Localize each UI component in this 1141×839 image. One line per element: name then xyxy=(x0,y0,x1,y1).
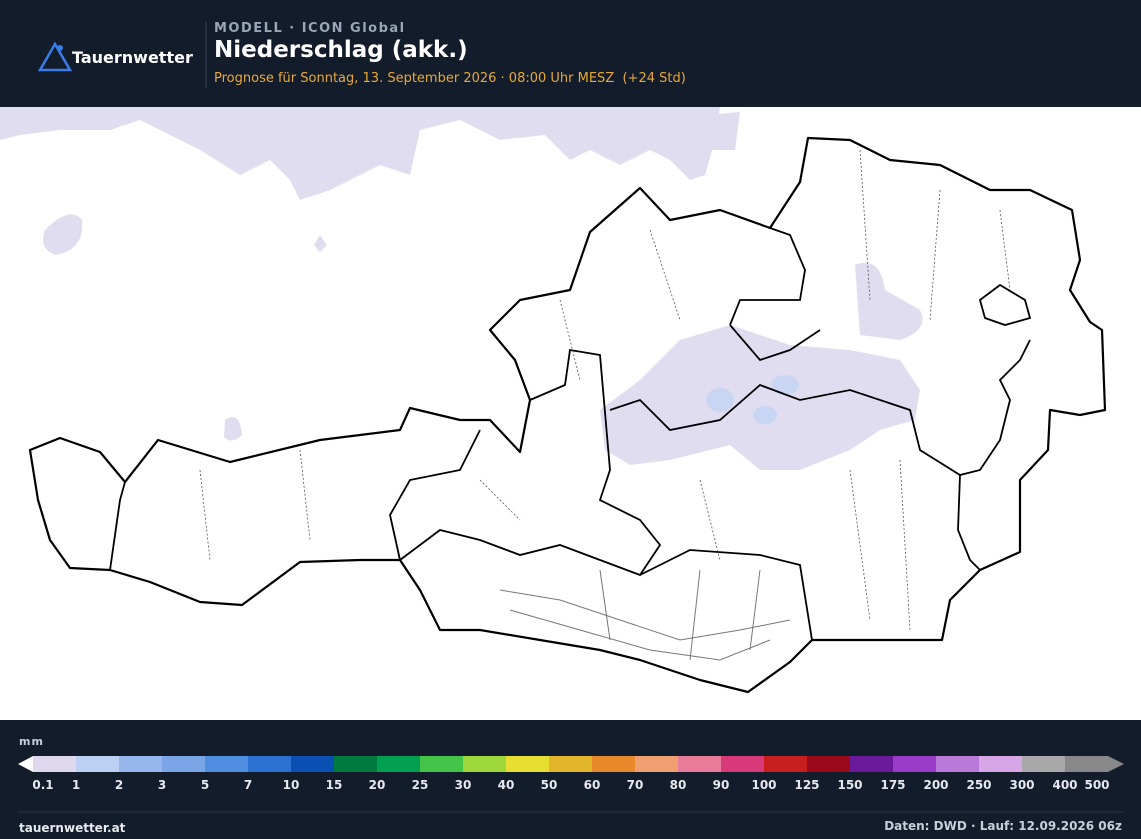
legend-unit: mm xyxy=(19,735,44,748)
precip-central xyxy=(600,325,920,470)
legend-label: 40 xyxy=(498,778,515,792)
legend-label: 400 xyxy=(1052,778,1077,792)
color-swatch xyxy=(162,756,205,772)
legend-label: 200 xyxy=(923,778,948,792)
color-swatch xyxy=(721,756,764,772)
color-swatch xyxy=(678,756,721,772)
color-swatch xyxy=(205,756,248,772)
footer-site[interactable]: tauernwetter.at xyxy=(19,821,126,835)
legend-label: 3 xyxy=(158,778,166,792)
precip-blob xyxy=(42,214,83,255)
legend-label: 50 xyxy=(541,778,558,792)
legend-label: 80 xyxy=(670,778,687,792)
legend-panel xyxy=(0,720,1141,839)
carinthia-rivers xyxy=(499,569,791,661)
legend-label: 250 xyxy=(966,778,991,792)
legend-label: 5 xyxy=(201,778,209,792)
header-bar xyxy=(0,0,1141,107)
color-swatch xyxy=(1065,756,1108,772)
footer-source: Daten: DWD · Lauf: 12.09.2026 06z xyxy=(884,819,1122,833)
color-swatch xyxy=(850,756,893,772)
legend-label: 100 xyxy=(751,778,776,792)
color-swatch xyxy=(248,756,291,772)
colorbar-arrow-left xyxy=(18,756,33,772)
austria-outline xyxy=(28,136,1107,694)
legend-label: 20 xyxy=(369,778,386,792)
color-swatch xyxy=(936,756,979,772)
color-swatch xyxy=(119,756,162,772)
legend-label: 150 xyxy=(837,778,862,792)
map-area xyxy=(0,107,1141,720)
color-swatch xyxy=(635,756,678,772)
colorbar: 0.1 1 2 3 5 7 10 15 20 25 30 40 50 60 70 80 90 100 125 150 1… xyxy=(18,756,1124,792)
precip-north xyxy=(0,107,720,200)
color-swatch xyxy=(592,756,635,772)
legend-label: 60 xyxy=(584,778,601,792)
legend-label: 90 xyxy=(713,778,730,792)
colorbar-arrow-right xyxy=(1108,756,1124,772)
precip-blob xyxy=(224,417,242,441)
brand[interactable]: Tauernwetter xyxy=(72,48,193,67)
color-swatch xyxy=(1022,756,1065,772)
legend-label: 2 xyxy=(115,778,123,792)
legend-label: 175 xyxy=(880,778,905,792)
precip-areas xyxy=(0,107,923,470)
legend-label: 7 xyxy=(244,778,252,792)
district-borders xyxy=(199,149,1011,631)
color-swatch xyxy=(506,756,549,772)
precip-blob xyxy=(855,262,923,340)
subtitle: Prognose für Sonntag, 13. September 2026… xyxy=(214,71,686,86)
color-swatch xyxy=(33,756,76,772)
color-swatch xyxy=(420,756,463,772)
legend-label: 500 xyxy=(1084,778,1109,792)
color-swatch xyxy=(979,756,1022,772)
legend-label: 125 xyxy=(794,778,819,792)
legend-label: 10 xyxy=(283,778,300,792)
logo-dot xyxy=(57,45,63,51)
model: MODELL · ICON Global xyxy=(214,21,406,36)
color-swatch xyxy=(76,756,119,772)
legend-label: 300 xyxy=(1009,778,1034,792)
precip-light-blue xyxy=(706,375,799,424)
color-swatch xyxy=(334,756,377,772)
color-swatch xyxy=(377,756,420,772)
state-borders xyxy=(109,227,1032,641)
logo-icon xyxy=(37,41,73,72)
legend-label: 0.1 xyxy=(32,778,53,792)
precip-blob xyxy=(314,235,327,252)
legend-label: 30 xyxy=(455,778,472,792)
title: Niederschlag (akk.) xyxy=(214,37,468,63)
legend-label: 25 xyxy=(412,778,429,792)
color-swatch xyxy=(893,756,936,772)
legend-label: 1 xyxy=(72,778,80,792)
legend-label: 70 xyxy=(627,778,644,792)
color-swatch xyxy=(764,756,807,772)
color-swatch xyxy=(291,756,334,772)
precip-blob xyxy=(705,112,740,150)
color-swatch xyxy=(549,756,592,772)
legend-label: 15 xyxy=(326,778,343,792)
color-swatch xyxy=(807,756,850,772)
color-swatch xyxy=(463,756,506,772)
